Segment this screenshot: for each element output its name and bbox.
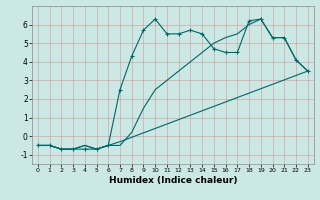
X-axis label: Humidex (Indice chaleur): Humidex (Indice chaleur) — [108, 176, 237, 185]
